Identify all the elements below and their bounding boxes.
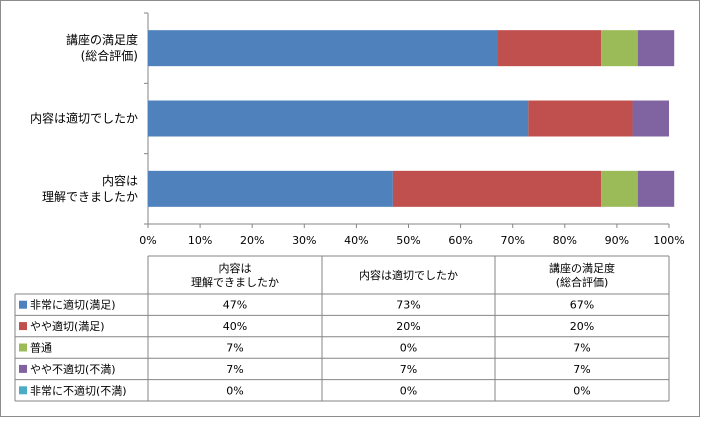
x-tick-label: 30% — [292, 234, 316, 247]
x-tick-label: 20% — [240, 234, 264, 247]
bar-segment-1-1 — [148, 30, 498, 67]
table-cell: 7% — [573, 363, 590, 376]
legend-swatch — [19, 386, 27, 395]
table-cell: 0% — [573, 384, 590, 397]
legend-swatch — [19, 322, 27, 331]
legend-swatch — [19, 300, 27, 309]
x-tick-label: 60% — [448, 234, 472, 247]
x-tick-label: 70% — [500, 234, 524, 247]
bar-segment-1-3 — [601, 30, 638, 67]
table-cell: 0% — [400, 342, 417, 355]
legend-label: 非常に適切(満足) — [30, 298, 116, 312]
table-cell: 20% — [396, 320, 420, 333]
x-tick-label: 50% — [396, 234, 420, 247]
bar-segment-2-1 — [148, 100, 529, 137]
legend-label: 非常に不適切(不満) — [30, 383, 127, 397]
x-tick-label: 100% — [653, 234, 684, 247]
legend-label: やや不適切(不満) — [30, 362, 116, 376]
bar-segment-3-3 — [601, 170, 638, 207]
table-cell: 73% — [396, 299, 420, 312]
table-column-header: 講座の満足度(総合評価) — [549, 261, 615, 289]
table-column-header: 内容は適切でしたか — [359, 268, 458, 282]
bar-segment-3-1 — [148, 170, 393, 207]
table-cell: 0% — [226, 384, 243, 397]
bar-segment-2-2 — [528, 100, 633, 137]
x-tick-label: 10% — [188, 234, 212, 247]
legend-label: 普通 — [30, 341, 52, 355]
table-column-header: 内容は理解できましたか — [191, 261, 279, 289]
category-label: 内容は理解できましたか — [42, 173, 138, 204]
table-cell: 20% — [570, 320, 594, 333]
table-cell: 67% — [570, 299, 594, 312]
table-cell: 40% — [223, 320, 247, 333]
category-label: 講座の満足度(総合評価) — [66, 32, 138, 63]
bar-segment-1-2 — [497, 30, 602, 67]
category-label: 内容は適切でしたか — [30, 111, 138, 126]
table-cell: 7% — [226, 363, 243, 376]
bar-segment-1-4 — [637, 30, 675, 67]
x-tick-label: 90% — [605, 234, 629, 247]
legend-label: やや適切(満足) — [30, 319, 105, 333]
table-cell: 0% — [400, 384, 417, 397]
x-tick-label: 80% — [553, 234, 577, 247]
x-tick-label: 40% — [344, 234, 368, 247]
x-tick-label: 0% — [139, 234, 156, 247]
bar-segment-3-4 — [637, 170, 675, 207]
bar-segment-2-4 — [632, 100, 669, 137]
bar-segment-3-2 — [392, 170, 602, 207]
legend-swatch — [19, 343, 27, 352]
legend-swatch — [19, 364, 27, 373]
table-cell: 7% — [400, 363, 417, 376]
table-cell: 7% — [573, 342, 590, 355]
table-cell: 47% — [223, 299, 247, 312]
table-cell: 7% — [226, 342, 243, 355]
